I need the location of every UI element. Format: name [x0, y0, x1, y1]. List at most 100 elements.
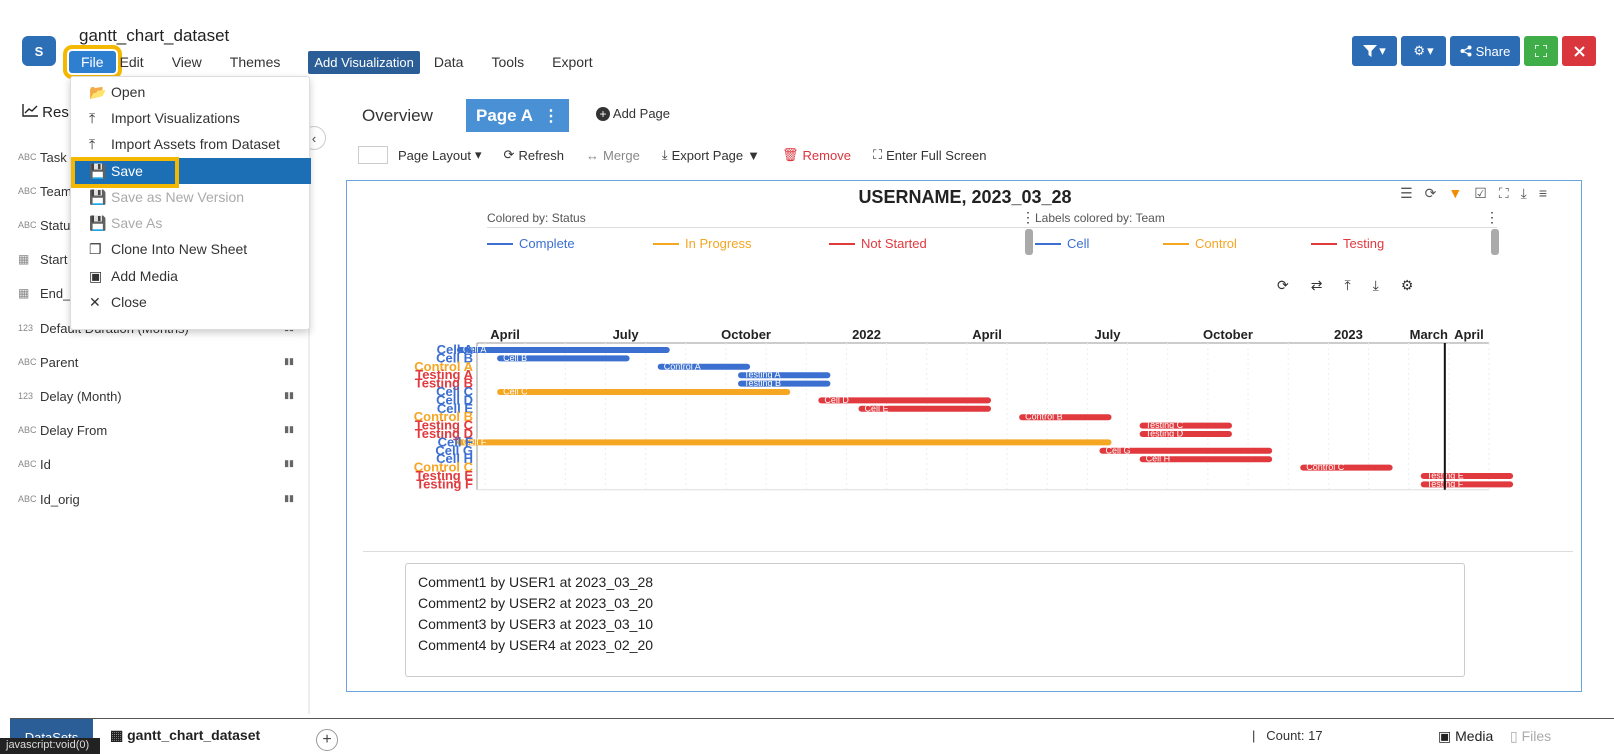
expand-icon[interactable]: ⛶ — [1498, 185, 1509, 201]
file-menu-item-import-assets-from-dataset[interactable]: ⤒ Import Assets from Dataset — [71, 131, 311, 157]
gantt-bar[interactable] — [1300, 464, 1393, 471]
gantt-bar[interactable] — [1139, 431, 1232, 437]
bar-chart-icon[interactable]: ▮▮ — [284, 458, 294, 468]
sidebar-field[interactable]: 123 Delay (Month) ▮▮ — [18, 385, 298, 407]
download-icon[interactable]: ⤓ — [1520, 185, 1527, 201]
tab-page-a[interactable]: Page A ⋮ — [466, 99, 569, 132]
dataset-tab[interactable]: ▦ gantt_chart_dataset — [110, 727, 260, 744]
gantt-bar[interactable] — [657, 363, 751, 370]
gantt-bar-label: Testing D — [1146, 429, 1184, 439]
legend-item-not-started[interactable]: Not Started — [829, 236, 927, 251]
page-layout-button[interactable]: Page Layout ▾ — [358, 146, 482, 164]
menu-data[interactable]: Data — [433, 54, 464, 70]
file-menu-item-close[interactable]: ✕ Close — [71, 289, 311, 315]
filter-icon[interactable]: ▼ — [1448, 185, 1463, 201]
legend-item-cell[interactable]: Cell — [1035, 236, 1163, 251]
gear-icon[interactable]: ⚙ — [1400, 277, 1414, 293]
file-menu-item-add-media[interactable]: ▣ Add Media — [71, 263, 311, 289]
hamburger-icon[interactable]: ≡ — [1538, 185, 1547, 201]
gantt-bar[interactable] — [1019, 414, 1112, 421]
remove-label: Remove — [802, 147, 851, 163]
file-menu: 📂 Open ⤒ Import Visualizations ⤒ Import Asset… — [70, 76, 311, 330]
menu-add-visualization[interactable]: Add Visualization — [308, 50, 420, 74]
legend-scrollbar[interactable] — [1025, 229, 1033, 255]
share-button[interactable]: Share — [1450, 36, 1520, 66]
menu-themes[interactable]: Themes — [229, 54, 281, 70]
refresh-button[interactable]: ⟳ Refresh — [504, 147, 564, 163]
y-tick-label: Cell A — [437, 342, 474, 357]
close-icon: ✕ — [89, 293, 101, 310]
sidebar-field[interactable]: ▦ Start — [18, 248, 298, 270]
gantt-bar[interactable] — [1420, 481, 1514, 488]
kebab-menu-icon[interactable]: ⋮ — [543, 107, 559, 125]
menu-export[interactable]: Export — [552, 54, 593, 70]
gantt-bar[interactable] — [456, 439, 1112, 446]
sidebar-field[interactable]: ABC Statu — [18, 214, 298, 236]
sidebar-field[interactable]: ABC Parent ▮▮ — [18, 351, 298, 373]
team-legend-menu-icon[interactable]: ⋮ — [1485, 209, 1499, 225]
refresh-icon[interactable]: ⟳ — [1277, 277, 1289, 293]
gantt-bar[interactable] — [1139, 456, 1273, 463]
swap-icon[interactable]: ⇄ — [1310, 277, 1323, 293]
menu-edit[interactable]: Edit — [119, 54, 144, 70]
sidebar-field[interactable]: ABC Task — [18, 146, 298, 168]
sliders-icon[interactable]: ☰ — [1400, 185, 1413, 201]
file-menu-item-open[interactable]: 📂 Open — [71, 79, 311, 105]
full-screen-button[interactable]: ⛶ Enter Full Screen — [873, 147, 987, 163]
y-tick-label: Control A — [414, 359, 473, 374]
export-page-button[interactable]: ⤓ Export Page ▼ — [662, 147, 760, 163]
bar-chart-icon[interactable]: ▮▮ — [284, 424, 294, 434]
comments-box[interactable]: Comment1 by USER1 at 2023_03_28 Comment2… — [405, 563, 1465, 677]
download-icon[interactable]: ⤓ — [1372, 277, 1379, 293]
gantt-bar[interactable] — [1139, 422, 1232, 429]
x-tick-label: October — [1203, 327, 1253, 342]
file-menu-item-import-visualizations[interactable]: ⤒ Import Visualizations — [71, 105, 311, 131]
add-page-button[interactable]: + Add Page — [596, 106, 670, 121]
gantt-bar[interactable] — [497, 355, 630, 362]
gantt-bar[interactable] — [456, 347, 670, 353]
media-button[interactable]: ▣ Media — [1438, 728, 1493, 745]
app-title: gantt_chart_dataset — [79, 26, 230, 45]
legend-item-complete[interactable]: Complete — [487, 236, 653, 251]
status-legend-menu-icon[interactable]: ⋮ — [1021, 209, 1035, 225]
merge-button[interactable]: ↔ Merge — [586, 148, 640, 163]
gantt-bar[interactable] — [497, 389, 791, 395]
legend-item-in-progress[interactable]: In Progress — [653, 236, 829, 251]
sidebar-field[interactable]: ABC Id ▮▮ — [18, 453, 298, 475]
remove-button[interactable]: 🗑 Remove — [782, 147, 851, 163]
app-logo[interactable]: S — [22, 36, 56, 66]
sidebar-field[interactable]: ▦ End_ — [18, 282, 298, 304]
menu-tools[interactable]: Tools — [491, 54, 525, 70]
gantt-bar[interactable] — [738, 380, 831, 387]
upload-icon[interactable]: ⤒ — [1344, 277, 1351, 293]
legend-item-control[interactable]: Control — [1163, 236, 1311, 251]
fullscreen-button[interactable] — [1524, 36, 1558, 66]
filter-button[interactable]: ▾ — [1352, 36, 1397, 66]
close-button[interactable] — [1562, 36, 1596, 66]
sidebar-field[interactable]: ABC Delay From ▮▮ — [18, 419, 298, 441]
type-icon: ABC — [18, 186, 37, 196]
gantt-bar[interactable] — [738, 372, 831, 379]
sidebar-field[interactable]: ABC Team — [18, 180, 298, 202]
gantt-bar[interactable] — [1420, 473, 1514, 479]
tab-overview[interactable]: Overview — [362, 106, 433, 125]
checkbox-icon[interactable]: ☑ — [1474, 185, 1487, 201]
export-page-label: Export Page — [671, 147, 744, 163]
menu-view[interactable]: View — [171, 54, 202, 70]
bar-chart-icon[interactable]: ▮▮ — [284, 356, 294, 366]
file-menu-item-save[interactable]: 💾 Save — [71, 158, 311, 184]
gantt-bar[interactable] — [818, 397, 992, 404]
settings-button[interactable]: ⚙ ▾ — [1401, 36, 1446, 66]
bar-chart-icon[interactable]: ▮▮ — [284, 390, 294, 400]
legend-item-testing[interactable]: Testing — [1311, 236, 1384, 251]
legend-scrollbar[interactable] — [1491, 229, 1499, 255]
bar-chart-icon[interactable]: ▮▮ — [284, 493, 294, 503]
files-button[interactable]: ▯ Files — [1510, 728, 1551, 745]
add-dataset-button[interactable]: + — [316, 729, 338, 751]
gantt-bar[interactable] — [1099, 447, 1273, 454]
refresh-icon[interactable]: ⟳ — [1424, 185, 1437, 201]
menu-file[interactable]: File — [63, 45, 122, 79]
file-menu-item-clone-into-new-sheet[interactable]: ❐ Clone Into New Sheet — [71, 236, 311, 262]
sidebar-field[interactable]: ABC Id_orig ▮▮ — [18, 488, 298, 510]
gantt-bar[interactable] — [858, 405, 992, 412]
